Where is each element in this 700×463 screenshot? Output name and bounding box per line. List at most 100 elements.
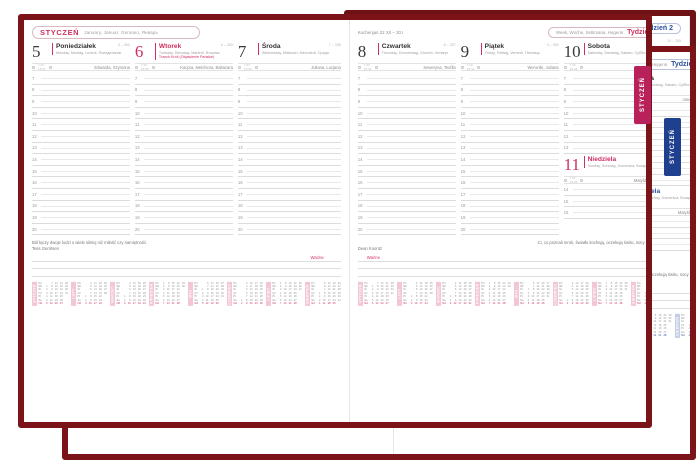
hour-row[interactable]: 10 xyxy=(460,108,559,120)
hour-row[interactable]: 9 xyxy=(460,96,559,108)
hour-row[interactable]: 11 xyxy=(134,119,233,131)
checkbox-icon[interactable] xyxy=(32,66,35,69)
checkbox-icon[interactable] xyxy=(254,66,258,69)
hour-row[interactable]: 8 xyxy=(134,85,233,97)
hour-row[interactable]: 15 xyxy=(357,166,456,178)
hour-row[interactable]: 7 xyxy=(32,73,130,85)
hour-row[interactable]: 15 xyxy=(460,166,559,178)
hour-row[interactable]: 12 xyxy=(563,131,646,143)
checkbox-icon[interactable] xyxy=(580,66,584,69)
checkbox-icon[interactable] xyxy=(151,66,155,69)
hour-row[interactable]: 16 xyxy=(134,177,233,189)
hour-row[interactable]: 15 xyxy=(134,166,233,178)
hour-row[interactable]: 13 xyxy=(357,143,456,155)
hour-row[interactable]: 7 xyxy=(357,73,456,85)
hour-row[interactable]: 8 xyxy=(563,85,646,97)
hour-row[interactable]: 11 xyxy=(237,119,341,131)
hour-row[interactable]: 19 xyxy=(32,212,130,224)
hour-row[interactable]: 13 xyxy=(563,143,646,155)
hour-row[interactable]: 13 xyxy=(460,143,559,155)
hour-row[interactable]: 11 xyxy=(460,119,559,131)
hour-row[interactable]: 17 xyxy=(134,189,233,201)
note-line[interactable]: Ważne xyxy=(357,254,646,262)
hour-row[interactable]: 20 xyxy=(237,224,341,236)
note-line[interactable] xyxy=(32,269,341,277)
hour-row[interactable]: 10 xyxy=(563,108,646,120)
hour-row[interactable]: 18 xyxy=(134,201,233,213)
hour-row[interactable]: 12 xyxy=(460,131,559,143)
hour-row[interactable]: 20 xyxy=(460,224,559,236)
mini-calendars-left[interactable]: STYCZEŃ Pn 7 14 21 28 Wt 1 8 15 22 29 Śr 2 9 16 23 30 Cz 3 1… xyxy=(32,281,341,306)
hour-row[interactable]: 18 xyxy=(460,201,559,213)
hour-row[interactable]: 11 xyxy=(32,119,130,131)
hour-row[interactable]: 9 xyxy=(563,96,646,108)
hour-row[interactable]: 13 xyxy=(237,143,341,155)
hour-row[interactable]: 7 xyxy=(134,73,233,85)
hour-row[interactable]: 10 xyxy=(134,108,233,120)
checkbox-icon[interactable] xyxy=(237,66,241,69)
checkbox-icon[interactable] xyxy=(374,66,378,69)
hour-row[interactable]: 12 xyxy=(32,131,130,143)
hour-row[interactable]: 19 xyxy=(237,212,341,224)
checkbox-icon[interactable] xyxy=(563,179,567,183)
hour-row[interactable]: 14 xyxy=(237,154,341,166)
checkbox-icon[interactable] xyxy=(357,66,361,69)
hour-row[interactable]: 15 xyxy=(563,196,646,208)
hour-grid[interactable]: 7 8 9 10 11 12 13 14 15 16 17 18 19 20 xyxy=(32,73,130,236)
hour-row[interactable]: 12 xyxy=(357,131,456,143)
hour-row[interactable]: 13 xyxy=(32,143,130,155)
hour-row[interactable]: 16 xyxy=(357,177,456,189)
note-line[interactable] xyxy=(32,262,341,270)
hour-row[interactable]: 15 xyxy=(32,166,130,178)
hour-row[interactable]: 9 xyxy=(134,96,233,108)
hour-row[interactable]: 14 xyxy=(563,184,646,196)
checkbox-icon[interactable] xyxy=(477,66,481,69)
hour-row[interactable]: 9 xyxy=(237,96,341,108)
mini-month[interactable]: SIERPIEŃPn5121926Wt6132027Śr7142128Cz181… xyxy=(630,281,646,306)
hour-row[interactable]: 19 xyxy=(134,212,233,224)
hour-row[interactable]: 8 xyxy=(357,85,456,97)
hour-row[interactable]: 8 xyxy=(237,85,341,97)
hour-row[interactable]: 14 xyxy=(460,154,559,166)
hour-row[interactable]: 17 xyxy=(357,189,456,201)
hour-row[interactable]: 16 xyxy=(32,177,130,189)
hour-row[interactable]: 8 xyxy=(460,85,559,97)
hour-row[interactable]: 11 xyxy=(357,119,456,131)
hour-row[interactable]: 7 xyxy=(460,73,559,85)
checkbox-icon[interactable] xyxy=(563,66,567,69)
hour-row[interactable]: 20 xyxy=(32,224,130,236)
hour-row[interactable]: 20 xyxy=(357,224,456,236)
hour-row[interactable]: 7 xyxy=(563,73,646,85)
note-line[interactable] xyxy=(357,269,646,277)
notes-left[interactable]: Ważne xyxy=(32,254,341,277)
hour-row[interactable]: 10 xyxy=(357,108,456,120)
hour-row[interactable]: 16 xyxy=(460,177,559,189)
hour-row[interactable]: 17 xyxy=(460,189,559,201)
hour-row[interactable]: 9 xyxy=(32,96,130,108)
hour-row[interactable]: 19 xyxy=(460,212,559,224)
hour-row[interactable]: 14 xyxy=(357,154,456,166)
notes-right[interactable]: Ważne xyxy=(357,254,646,277)
hour-row[interactable]: 17 xyxy=(32,189,130,201)
hour-grid[interactable]: 7 8 9 10 11 12 13 14 15 16 17 18 19 20 xyxy=(357,73,456,236)
hour-row[interactable]: 12 xyxy=(134,131,233,143)
hour-row[interactable]: 16 xyxy=(563,207,646,219)
hour-row[interactable]: 12 xyxy=(237,131,341,143)
